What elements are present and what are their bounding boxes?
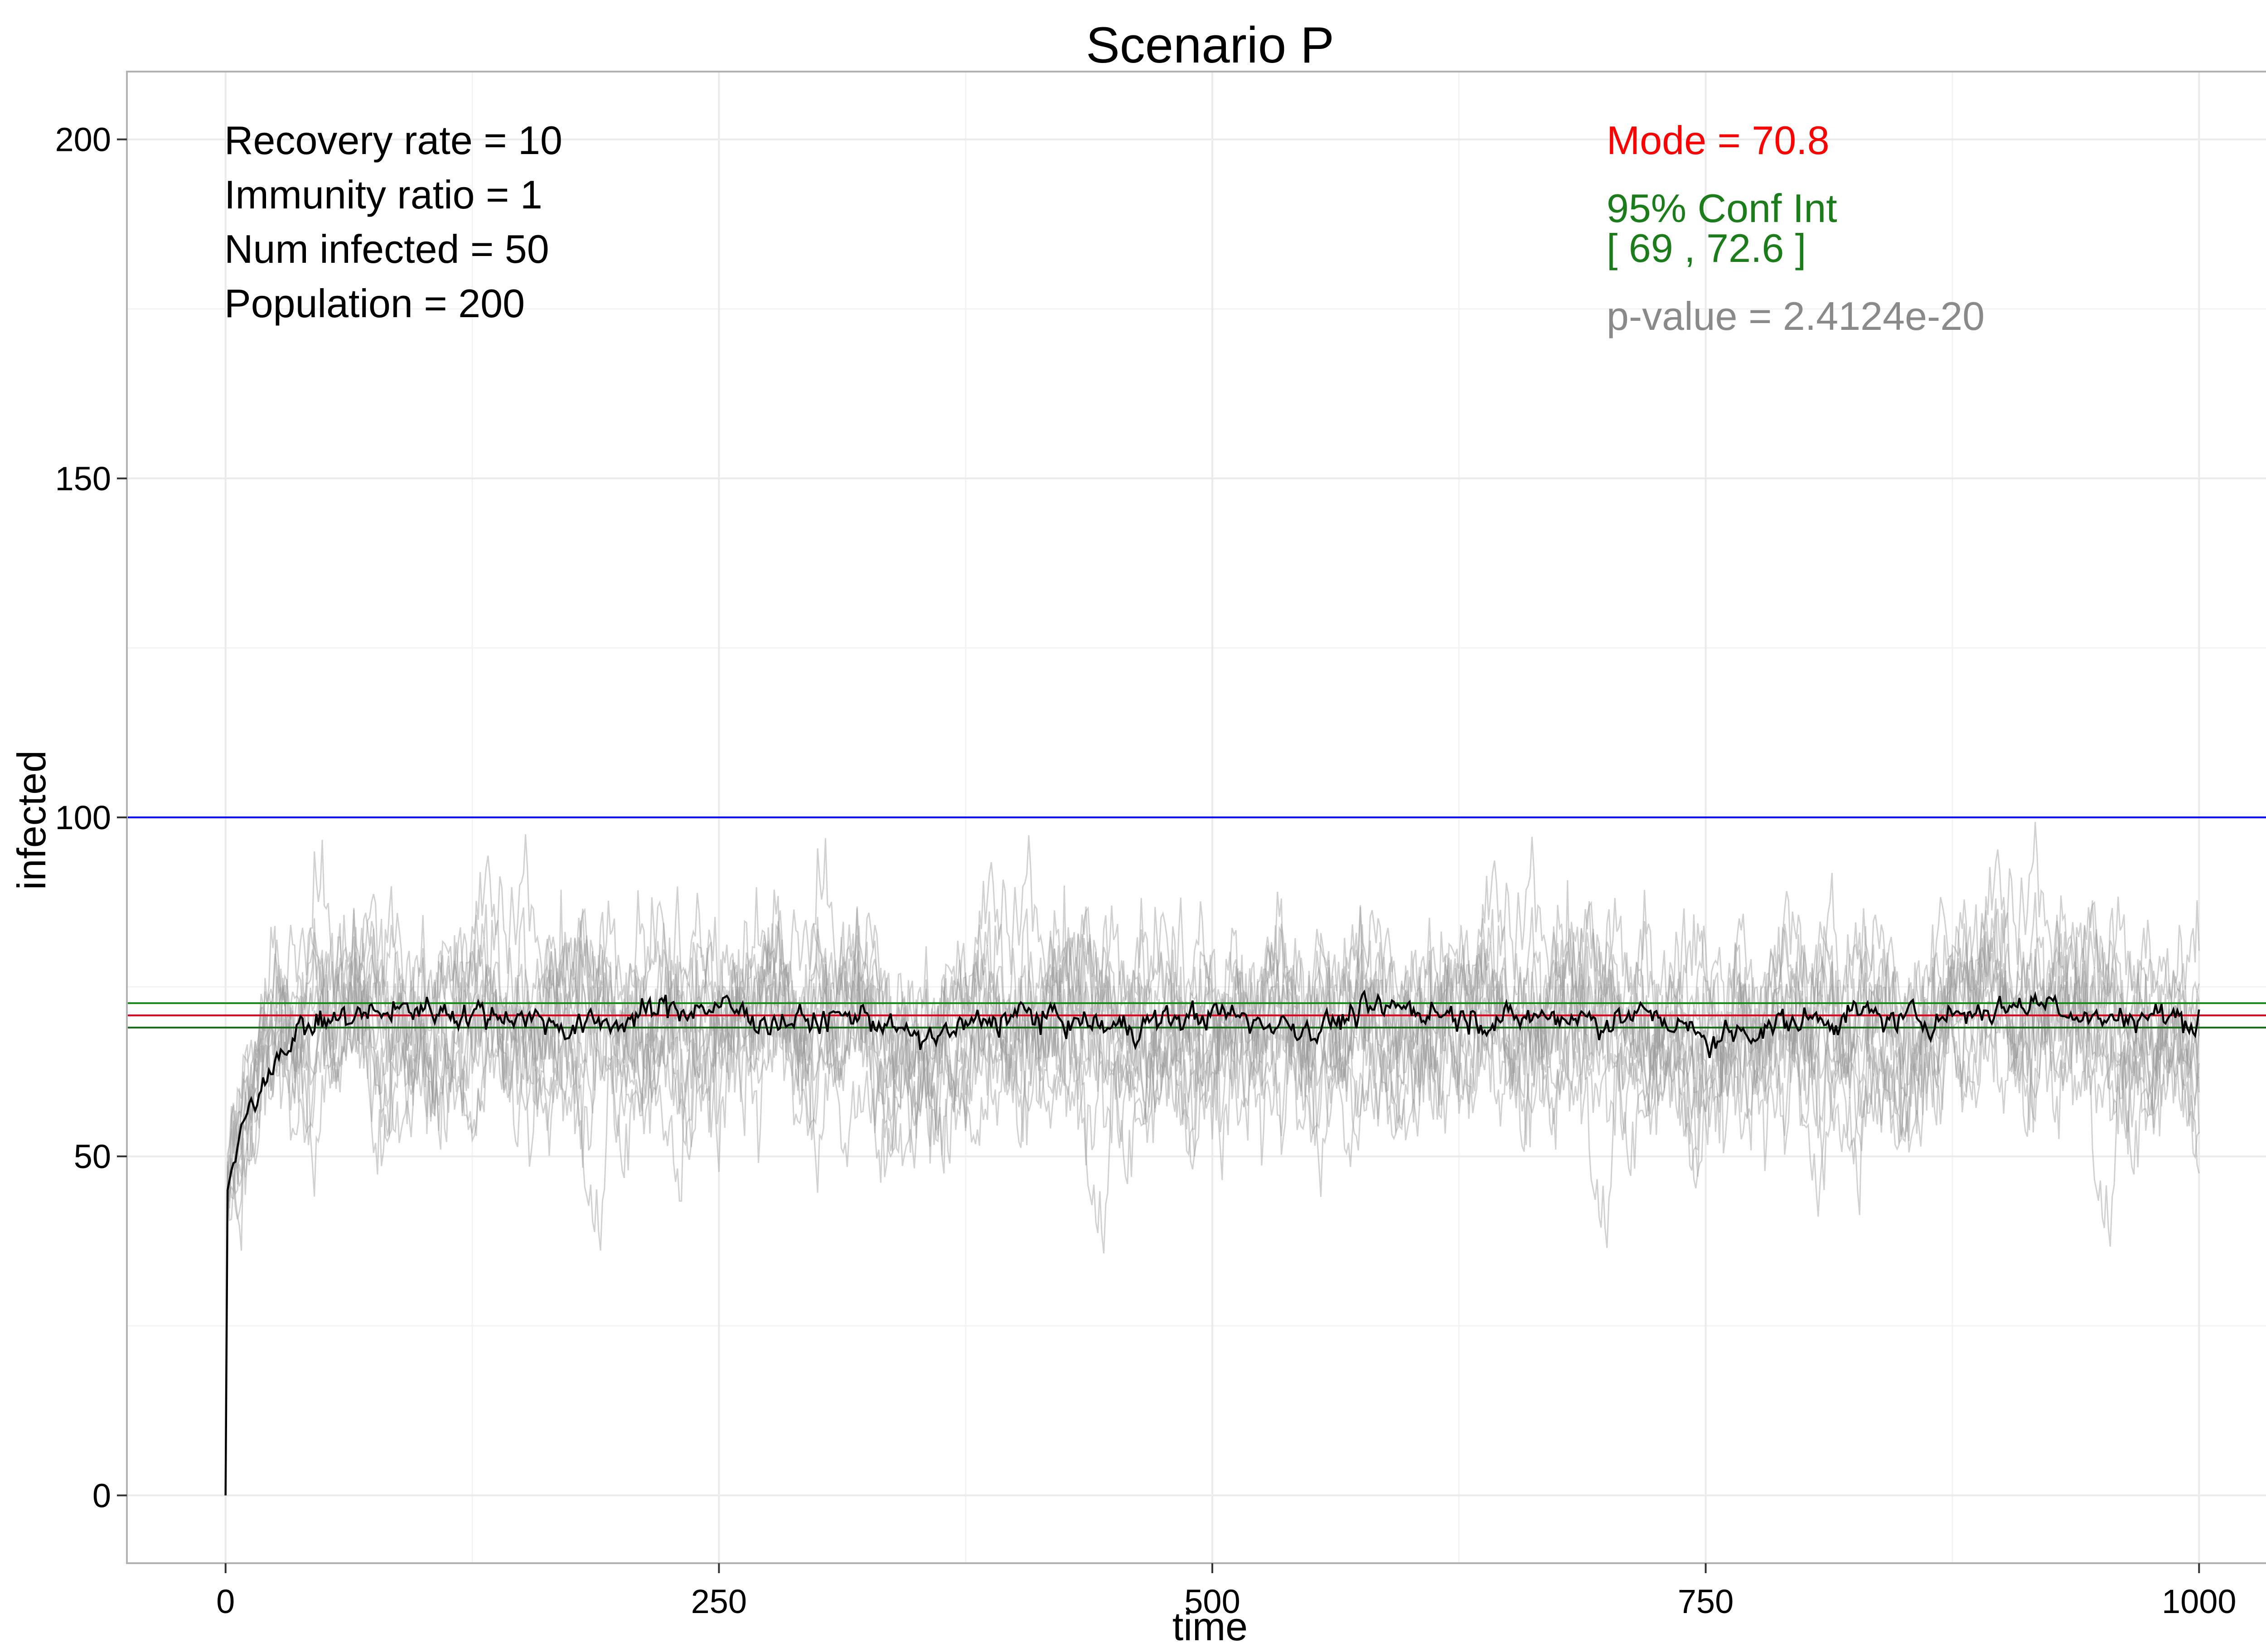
y-tick-label: 100	[55, 799, 111, 836]
simulation-run-line	[225, 921, 2200, 1496]
annotation-conf-int-label: 95% Conf Int	[1607, 186, 1837, 231]
simulation-run-line	[225, 821, 2200, 1496]
simulation-run-line	[225, 897, 2200, 1496]
annotation-population: Population = 200	[224, 281, 525, 326]
annotation-p-value: p-value = 2.4124e-20	[1607, 294, 1985, 338]
y-axis-ticks: 0 50 100 150 200	[55, 121, 127, 1514]
simulation-run-line	[225, 873, 2200, 1496]
simulation-run-line	[225, 908, 2200, 1496]
x-axis-ticks: 0 250 500 750 1000	[216, 1563, 2237, 1620]
y-tick-label: 50	[74, 1138, 111, 1175]
annotation-immunity-ratio: Immunity ratio = 1	[224, 172, 542, 217]
mean-path-line	[224, 989, 2200, 1496]
x-tick-label: 1000	[2162, 1583, 2237, 1620]
annotation-conf-int-range: [ 69 , 72.6 ]	[1607, 226, 1806, 271]
simulation-run-line	[225, 904, 2200, 1496]
reference-lines	[127, 816, 2266, 1029]
x-tick-label: 750	[1678, 1583, 1733, 1620]
mean-path	[224, 989, 2200, 1496]
x-tick-label: 500	[1184, 1583, 1240, 1620]
x-axis-title: time	[1172, 1604, 1248, 1649]
annotation-mode: Mode = 70.8	[1607, 118, 1830, 163]
annotation-num-infected: Num infected = 50	[224, 227, 549, 271]
simulation-run-line	[225, 919, 2200, 1496]
simulation-run-line	[225, 835, 2199, 1496]
chart-title: Scenario P	[1086, 17, 1334, 73]
simulation-run-line	[225, 836, 2200, 1496]
x-tick-label: 250	[691, 1583, 747, 1620]
y-tick-label: 0	[92, 1477, 111, 1514]
simulation-run-line	[225, 887, 2200, 1496]
y-tick-label: 150	[55, 460, 111, 498]
annotation-recovery-rate: Recovery rate = 10	[224, 118, 562, 163]
x-tick-label: 0	[216, 1583, 235, 1620]
y-tick-label: 200	[55, 121, 111, 159]
y-axis-title: infected	[9, 750, 54, 890]
